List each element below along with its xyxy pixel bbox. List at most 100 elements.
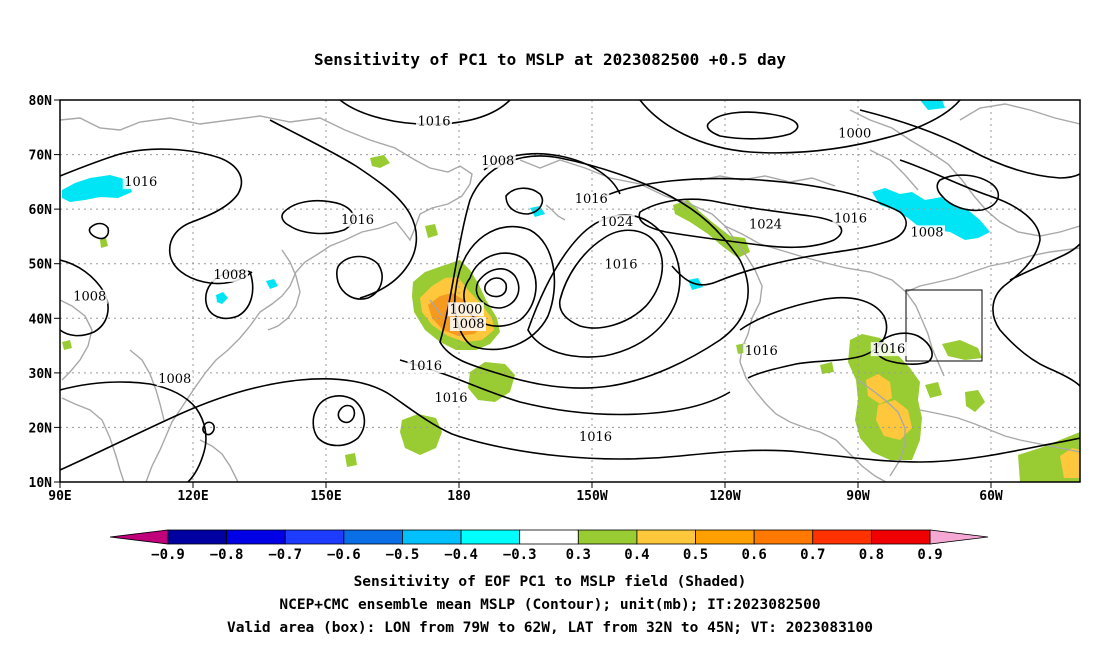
colorbar-bin [167,529,228,545]
shade-cyan-asia [62,175,132,202]
contour-label: 1016 [834,212,867,227]
colorbar-bin [636,529,696,545]
plot-title: Sensitivity of PC1 to MSLP at 2023082500… [313,50,786,69]
contour-1016-east [859,109,1080,179]
shade-green-hawaii [468,362,515,402]
contour-1016-box [874,332,933,365]
shade-green-atl [942,340,982,360]
contour-1008-china [60,381,207,482]
contour-label-bg [407,359,444,374]
contour-label-bg [433,391,469,406]
lat-label-60n: 60N [29,203,53,218]
lon-label-120w: 120W [709,489,740,504]
contour-label: 1008 [158,372,191,387]
colorbar-tick-label: −0.3 [503,547,537,563]
contour-label: 1008 [73,290,106,305]
shade-green-gulf [925,382,942,398]
colorbar-bin [460,529,521,545]
contour-label-bg [339,212,376,227]
lon-label-180: 180 [447,489,471,504]
coastlines [60,103,1080,482]
shade-cyan-canada [872,188,990,240]
colorbar-bin [577,529,638,545]
colorbar-bin [753,529,814,545]
lat-label-50n: 50N [29,258,53,273]
contour-label-bg [573,192,610,207]
contour-1008-east [899,159,1080,387]
contour-label-bg [479,153,516,168]
longitude-labels: 90E 120E 150E 180 150W 120W 90W 60W [48,489,1003,504]
shade-cyan-korea [216,292,228,304]
lat-label-20n: 20N [29,421,53,436]
colorbar-tick-label: 0.8 [859,547,884,563]
contour-low-center [475,268,520,309]
colorbar-bin [402,529,462,545]
contour-label: 1016 [872,342,905,357]
contour-1008-west [60,259,109,337]
shade-yellow-namer2 [876,400,912,440]
contour-ring-eq [312,395,366,447]
contour-small-ring2 [202,421,215,436]
mslp-contours [60,100,1080,482]
contour-label-bg [870,342,907,357]
contour-pac-1024 [558,229,664,329]
contour-low-ring2 [463,252,537,327]
contour-label-bg [212,267,248,282]
colorbar-bin [284,529,345,545]
caption-line-2: NCEP+CMC ensemble mean MSLP (Contour); u… [279,597,821,613]
shade-green-alaska [673,200,750,258]
contour-1016-namer [739,296,888,379]
contour-pac-west [335,255,383,300]
contour-arctic-1008 [639,100,961,154]
contour-label: 1016 [409,359,442,374]
contour-kam-ring [281,199,355,235]
contour-label: 1016 [745,344,778,359]
shade-yellow-namer1 [866,374,892,404]
lon-label-90e: 90E [48,489,71,504]
lat-label-40n: 40N [29,312,53,327]
shade-green-kam [425,224,438,238]
colorbar-tick-label: −0.7 [268,547,302,563]
colorbar-bin [870,529,931,545]
colorbar-left-arrow [109,529,169,545]
shade-cyan-north [920,100,945,110]
lon-label-60w: 60W [979,489,1003,504]
contour-label-bg [156,372,193,387]
colorbar-tick-label: 0.6 [742,547,767,563]
contour-label: 1000 [838,127,871,142]
contour-label-bg [577,429,614,444]
lon-label-90w: 90W [846,489,870,504]
colorbar-bin [519,529,579,545]
contour-label: 1016 [579,430,612,445]
contour-small-ring1 [337,404,356,424]
shade-cyan-aleut [530,206,545,217]
contour-1024-ak [638,198,843,249]
contour-label: 1016 [341,213,374,228]
contour-pac-high-inner [527,214,681,358]
lat-label-70n: 70N [29,149,53,164]
shade-yellow-se [1060,448,1080,478]
contour-label-bg [909,225,945,240]
colorbar-tick-label: −0.9 [151,547,185,563]
contour-east-ring [936,174,1000,212]
contour-label-bg [71,289,108,304]
contour-alaska-ring [505,187,544,215]
contour-label: 1016 [604,258,637,273]
contour-arctic-low [706,111,799,140]
shade-green-carib [965,390,985,412]
contour-label-bg [122,175,159,190]
colorbar-tick-label: 0.3 [566,547,591,563]
colorbar-tick-label: 0.9 [917,547,942,563]
contour-label: 1000 [449,302,482,317]
valid-area-box [905,289,983,362]
contour-label-bg [747,217,784,232]
colorbar-tick-label: 0.7 [800,547,825,563]
colorbar: −0.9 −0.8 −0.7 −0.6 −0.5 −0.4 −0.3 0.3 0.4 0.5 0.6… [109,529,989,563]
colorbar-bin [343,529,403,545]
contour-1016-pac-south [399,359,731,416]
contour-label: 1008 [910,225,943,240]
lat-label-10n: 10N [29,476,53,491]
contour-label: 1016 [575,192,608,207]
